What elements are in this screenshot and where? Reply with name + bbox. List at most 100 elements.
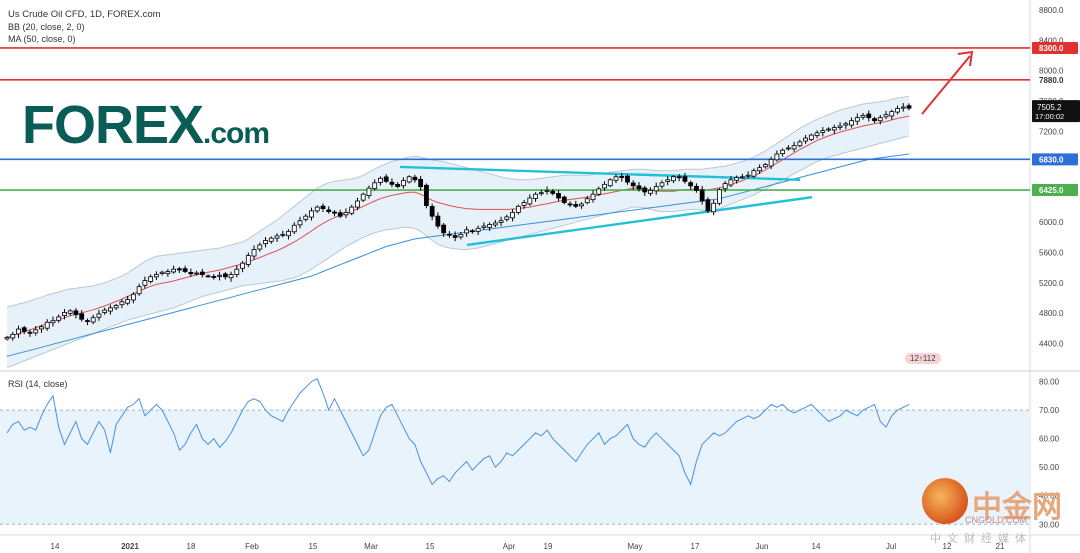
candle-up — [228, 274, 234, 279]
candle-up — [826, 128, 831, 131]
bb-band-fill — [7, 96, 909, 368]
candle-down — [199, 271, 205, 275]
candle-down — [636, 185, 642, 190]
candle-up — [303, 215, 309, 220]
logo-suffix: .com — [203, 117, 270, 150]
candle-up — [785, 147, 791, 150]
candle-up — [521, 202, 527, 206]
time-tick-label: 18 — [187, 542, 196, 551]
candle-up — [96, 313, 102, 318]
candle-up — [602, 183, 607, 189]
candle-up — [251, 249, 257, 257]
candle-down — [332, 211, 337, 214]
time-tick-label: Feb — [245, 542, 259, 551]
price-tick-label: 5600.0 — [1039, 249, 1064, 258]
candle-up — [527, 197, 533, 205]
candle-down — [872, 118, 877, 122]
candle-up — [854, 117, 860, 122]
candle-up — [728, 179, 734, 186]
candle-up — [791, 145, 797, 150]
candle-up — [671, 176, 676, 182]
candle-up — [355, 200, 360, 208]
last-price-badge — [1032, 100, 1080, 123]
candle-up — [44, 321, 50, 329]
candle-down — [412, 176, 418, 181]
rsi-tick-label: 50.00 — [1039, 463, 1060, 472]
candle-down — [85, 320, 90, 322]
ma50-line — [6, 153, 910, 357]
price-tick-label: 8000.0 — [1039, 67, 1064, 76]
candle-down — [550, 190, 556, 194]
candle-down — [222, 273, 228, 278]
time-tick-label: 17 — [691, 542, 700, 551]
candle-down — [699, 189, 705, 202]
candle-down — [211, 276, 217, 278]
candle-up — [257, 244, 263, 250]
time-tick-label: 14 — [51, 542, 60, 551]
candle-down — [176, 268, 182, 271]
triangle-lower-line — [466, 196, 813, 247]
candle-up — [820, 130, 826, 133]
ma-indicator-label[interactable]: MA (50, close, 0) — [8, 34, 76, 44]
events-flag-badge[interactable]: 12↑112 — [905, 353, 941, 364]
rsi-band-fill — [0, 410, 1030, 525]
candle-up — [544, 190, 550, 192]
candle-up — [877, 117, 883, 122]
candle-up — [217, 274, 222, 277]
candle-up — [366, 187, 372, 196]
candle-up — [538, 192, 544, 195]
candle-down — [389, 181, 395, 185]
watermark-url: CNGOLD.COM — [965, 515, 1028, 525]
candle-up — [464, 229, 470, 234]
time-tick-label: Jun — [756, 542, 769, 551]
candle-up — [153, 274, 159, 278]
candle-up — [831, 127, 837, 131]
candle-up — [263, 240, 268, 245]
support-6425-badge — [1032, 184, 1078, 197]
candle-up — [274, 235, 280, 239]
candle-up — [62, 312, 67, 316]
candle-up — [240, 262, 245, 269]
candle-up — [762, 164, 768, 168]
candle-up — [16, 328, 21, 335]
candle-up — [808, 134, 814, 140]
candle-down — [424, 184, 429, 206]
rsi-line — [6, 378, 910, 486]
candle-up — [360, 193, 366, 201]
time-tick-label: 19 — [544, 542, 553, 551]
rsi-indicator-label[interactable]: RSI (14, close) — [8, 379, 68, 389]
logo-main: FOREX — [22, 95, 204, 155]
candle-up — [837, 125, 843, 128]
candle-up — [803, 137, 808, 142]
time-tick-label: 2021 — [121, 542, 139, 551]
candle-up — [39, 326, 44, 330]
candle-down — [682, 176, 688, 182]
time-tick-label: Jul — [886, 542, 896, 551]
candle-up — [659, 182, 665, 187]
candle-up — [883, 114, 889, 118]
countdown-label: 17:00:02 — [1035, 112, 1064, 121]
candle-up — [504, 216, 510, 220]
candle-up — [309, 210, 314, 218]
price-tick-label: 6000.0 — [1039, 218, 1064, 227]
watermark-sub: 中文财经媒体 — [930, 532, 1032, 545]
candle-down — [469, 230, 475, 233]
candle-up — [722, 183, 728, 190]
candle-down — [642, 187, 648, 193]
cngold-coin-icon — [922, 478, 968, 524]
candle-down — [573, 204, 579, 207]
candle-down — [326, 209, 332, 213]
bb-indicator-label[interactable]: BB (20, close, 2, 0) — [8, 22, 85, 32]
candle-up — [50, 320, 56, 324]
candle-up — [579, 203, 584, 207]
candle-up — [498, 220, 504, 223]
candle-up — [113, 305, 119, 309]
candle-down — [676, 176, 682, 179]
candle-up — [280, 233, 286, 236]
up-arrow-line — [921, 55, 971, 115]
candle-up — [159, 271, 165, 275]
candle-up — [895, 108, 900, 113]
time-tick-label: Mar — [364, 542, 378, 551]
up-arrow-head — [957, 50, 974, 67]
